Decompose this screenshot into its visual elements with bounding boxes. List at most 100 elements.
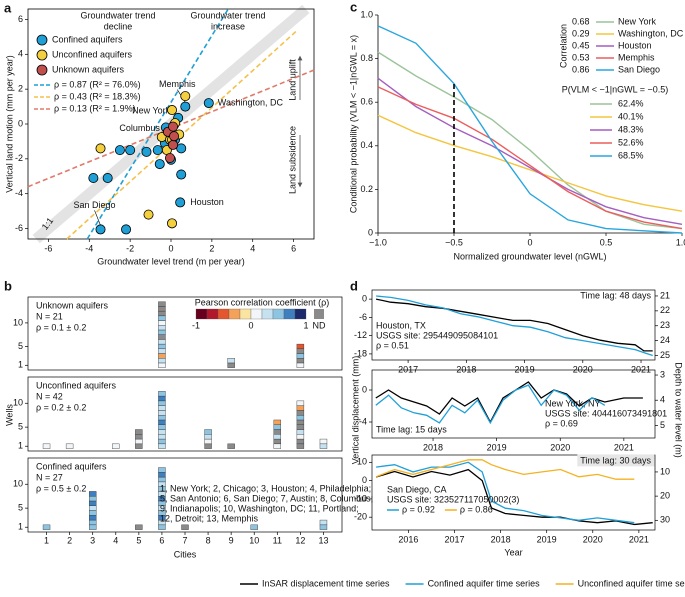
legend-value: 0.86 (572, 64, 590, 74)
x-tick-label: 6 (159, 535, 164, 545)
x-tick-label: 2020 (550, 442, 570, 452)
legend-title: P(VLM < −1|nGWL = −0.5) (562, 84, 669, 94)
x-axis-title: Cities (174, 549, 197, 559)
y-tick-label: 1.0 (360, 9, 373, 19)
x-tick-label: -2 (126, 243, 134, 253)
legend-label: ρ = 0.43 (R² = 18.3%) (54, 91, 141, 101)
x-tick-label: 1.0 (676, 237, 685, 247)
point (125, 145, 136, 156)
point (176, 169, 187, 180)
colorbar-bin (294, 308, 307, 320)
y-tick-label: 5 (18, 341, 23, 351)
colorbar-bin (283, 308, 296, 320)
x-tick-label: 7 (182, 535, 187, 545)
y-tick-label: 30 (660, 515, 670, 525)
x-tick-label: 3 (90, 535, 95, 545)
subplot-text: N = 21 (36, 311, 63, 321)
x-tick-label: 0.5 (600, 237, 613, 247)
legend-title: Correlation (558, 24, 568, 68)
point (164, 152, 175, 163)
cell (158, 329, 166, 335)
panel-label: a (4, 0, 12, 15)
cell (88, 510, 97, 516)
cell (158, 320, 166, 326)
panel-label: b (4, 278, 12, 293)
y-axis-title: Vertical land motion (mm per year) (4, 55, 14, 193)
y-tick-label: 10 (13, 317, 23, 327)
panel-label: c (350, 0, 357, 14)
legend-label: Washington, DC (618, 28, 684, 38)
site-label: Houston, TX (376, 320, 426, 330)
legend-label: San Diego (618, 64, 660, 74)
point (175, 197, 186, 208)
y-tick-label: 0.6 (360, 97, 373, 107)
annotation: Land subsidence (287, 126, 297, 194)
y-tick-label: 5 (660, 420, 665, 430)
colorbar-tick: 1 (303, 320, 308, 330)
cell (135, 438, 143, 445)
x-tick-label: 2021 (631, 364, 651, 374)
colorbar-bin (239, 308, 252, 320)
cell (158, 472, 166, 478)
x-tick-label: 2020 (583, 534, 603, 544)
cell (158, 524, 166, 530)
legend-label: 52.6% (618, 137, 644, 147)
cell (296, 405, 305, 411)
y-tick-label: 0 (368, 227, 373, 237)
cell (135, 443, 143, 449)
cell (181, 524, 189, 530)
legend-value: 0.53 (572, 52, 590, 62)
lag-box (577, 454, 655, 467)
site-label: USGS site: 404416073491801 (545, 408, 667, 418)
y-tick-label: -20 (354, 512, 367, 522)
subplot-frame (371, 369, 656, 439)
y-tick-label: 4 (660, 395, 665, 405)
legend-marker (36, 64, 48, 76)
legend-marker (36, 34, 48, 46)
colorbar-bin (272, 308, 285, 320)
legend-label: 68.5% (618, 150, 644, 160)
cell (88, 491, 97, 497)
cell (158, 339, 166, 345)
rho-label: ρ = 0.86 (460, 504, 493, 514)
point (114, 145, 125, 156)
cell (158, 334, 166, 340)
y-tick-label: -18 (354, 348, 367, 358)
cell (158, 443, 166, 449)
site-label: New York, NY (545, 398, 601, 408)
legend-label: Confined aquifer time series (428, 578, 541, 588)
series-line (375, 468, 653, 526)
x-tick-label: 2018 (456, 364, 476, 374)
cell (273, 443, 282, 449)
x-tick-label: 0 (527, 237, 532, 247)
city-key: 9, Indianapolis; 10, Washington, DC; 11,… (160, 503, 359, 513)
cell (296, 400, 305, 406)
y-tick-label: 21 (660, 290, 670, 300)
x-axis-title: Normalized groundwater level (nGWL) (453, 251, 606, 261)
cell (273, 429, 282, 435)
y-tick-label: 0 (362, 475, 367, 485)
colorbar-nd (314, 309, 324, 319)
x-tick-label: 2021 (614, 442, 634, 452)
cell (158, 343, 166, 350)
series-line (375, 459, 635, 480)
subplot-text: Unknown aquifers (36, 300, 109, 310)
y-tick-label: -12 (354, 330, 367, 340)
point-label: Columbus (119, 123, 160, 133)
cell (319, 443, 328, 449)
subplot-frame (27, 296, 343, 371)
point (88, 173, 99, 184)
legend-label: Unconfined aquifers (52, 49, 133, 59)
y-tick-label: 25 (660, 350, 670, 360)
legend-label: Unknown aquifers (52, 64, 125, 74)
point (95, 143, 106, 154)
subplot-text: Unconfined aquifers (36, 380, 117, 390)
subplot-text: ρ = 0.5 ± 0.2 (36, 483, 86, 493)
cell (296, 419, 305, 425)
cell (158, 400, 166, 406)
y-tick-label: 4 (18, 49, 23, 59)
cell (158, 438, 166, 445)
series-line (377, 51, 683, 230)
colorbar-tick: 0 (248, 320, 253, 330)
cell (135, 434, 143, 440)
